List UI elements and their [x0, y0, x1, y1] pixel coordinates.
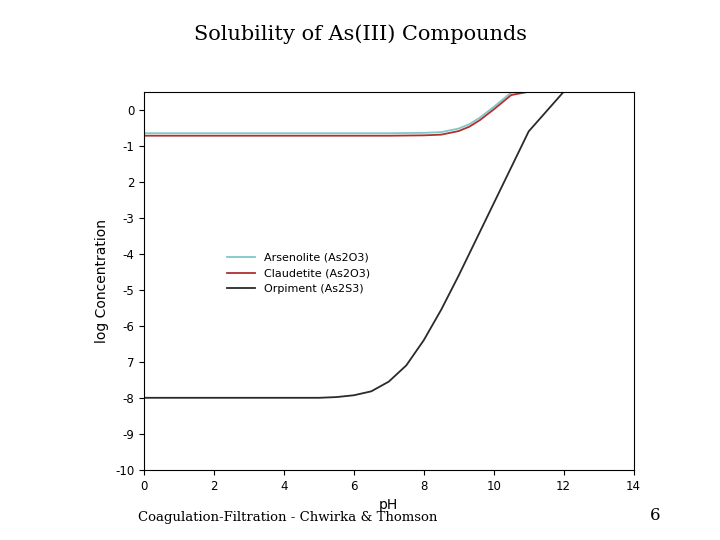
Arsenolite (As2O3): [629, 89, 638, 95]
Line: Orpiment (As2S3): Orpiment (As2S3): [144, 92, 634, 398]
Y-axis label: log Concentration: log Concentration: [96, 219, 109, 343]
Claudetite (As2O3): [475, 117, 484, 124]
Arsenolite (As2O3): [349, 130, 358, 137]
Orpiment (As2S3): [629, 89, 638, 95]
Orpiment (As2S3): [594, 89, 603, 95]
Arsenolite (As2O3): [279, 130, 288, 137]
Legend: Arsenolite (As2O3), Claudetite (As2O3), Orpiment (As2S3): Arsenolite (As2O3), Claudetite (As2O3), …: [223, 248, 374, 299]
Arsenolite (As2O3): [475, 114, 484, 121]
Claudetite (As2O3): [437, 131, 446, 138]
Claudetite (As2O3): [384, 132, 393, 139]
Line: Claudetite (As2O3): Claudetite (As2O3): [144, 92, 634, 136]
Text: Coagulation-Filtration - Chwirka & Thomson: Coagulation-Filtration - Chwirka & Thoms…: [138, 511, 438, 524]
Orpiment (As2S3): [524, 128, 533, 134]
Claudetite (As2O3): [175, 132, 184, 139]
Arsenolite (As2O3): [524, 89, 533, 95]
Orpiment (As2S3): [472, 236, 480, 242]
Claudetite (As2O3): [465, 124, 474, 130]
Arsenolite (As2O3): [140, 130, 148, 137]
Claudetite (As2O3): [315, 132, 323, 139]
Orpiment (As2S3): [402, 362, 410, 369]
Orpiment (As2S3): [210, 395, 218, 401]
Arsenolite (As2O3): [507, 89, 516, 96]
Arsenolite (As2O3): [465, 121, 474, 127]
Claudetite (As2O3): [559, 89, 568, 95]
Claudetite (As2O3): [594, 89, 603, 95]
Orpiment (As2S3): [245, 395, 253, 401]
Arsenolite (As2O3): [210, 130, 218, 137]
Arsenolite (As2O3): [437, 129, 446, 136]
Claudetite (As2O3): [490, 106, 498, 113]
Arsenolite (As2O3): [490, 104, 498, 110]
Claudetite (As2O3): [420, 132, 428, 139]
Orpiment (As2S3): [507, 164, 516, 171]
Orpiment (As2S3): [384, 379, 393, 385]
Orpiment (As2S3): [559, 89, 568, 95]
Orpiment (As2S3): [140, 395, 148, 401]
Orpiment (As2S3): [332, 394, 341, 400]
Arsenolite (As2O3): [245, 130, 253, 137]
Claudetite (As2O3): [210, 132, 218, 139]
Claudetite (As2O3): [454, 128, 463, 134]
Orpiment (As2S3): [367, 388, 376, 395]
Orpiment (As2S3): [279, 395, 288, 401]
Line: Arsenolite (As2O3): Arsenolite (As2O3): [144, 92, 634, 133]
Arsenolite (As2O3): [420, 130, 428, 136]
Orpiment (As2S3): [315, 395, 323, 401]
Text: Solubility of As(III) Compounds: Solubility of As(III) Compounds: [194, 24, 526, 44]
Orpiment (As2S3): [175, 395, 184, 401]
Arsenolite (As2O3): [315, 130, 323, 137]
Orpiment (As2S3): [490, 200, 498, 207]
Orpiment (As2S3): [454, 272, 463, 279]
Claudetite (As2O3): [507, 92, 516, 98]
Orpiment (As2S3): [349, 392, 358, 399]
Arsenolite (As2O3): [594, 89, 603, 95]
Text: 6: 6: [650, 507, 660, 524]
Claudetite (As2O3): [140, 132, 148, 139]
Claudetite (As2O3): [629, 89, 638, 95]
Arsenolite (As2O3): [384, 130, 393, 137]
Claudetite (As2O3): [524, 89, 533, 95]
Claudetite (As2O3): [245, 132, 253, 139]
Orpiment (As2S3): [437, 306, 446, 313]
Arsenolite (As2O3): [454, 125, 463, 132]
Arsenolite (As2O3): [175, 130, 184, 137]
Claudetite (As2O3): [349, 132, 358, 139]
X-axis label: pH: pH: [379, 498, 398, 512]
Arsenolite (As2O3): [559, 89, 568, 95]
Claudetite (As2O3): [279, 132, 288, 139]
Orpiment (As2S3): [420, 337, 428, 343]
